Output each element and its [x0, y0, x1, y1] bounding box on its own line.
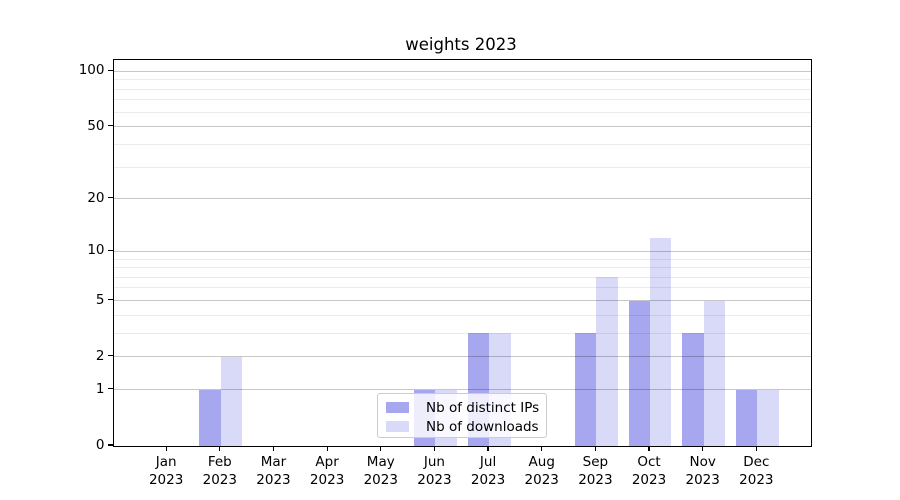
x-tick-label: Dec 2023	[739, 454, 774, 488]
x-tick	[380, 446, 382, 451]
gridline-major	[113, 250, 811, 252]
gridline-minor	[113, 332, 811, 334]
bar-distinct-ips	[628, 300, 651, 446]
gridline-minor	[113, 258, 811, 260]
y-tick-label: 20	[87, 189, 105, 206]
gridline-minor	[113, 166, 811, 168]
x-tick-label: Feb 2023	[202, 454, 237, 488]
chart-title: weights 2023	[405, 35, 517, 54]
y-tick-label: 2	[95, 347, 105, 364]
bar-downloads	[703, 300, 726, 446]
bar-downloads	[650, 237, 672, 446]
bar-distinct-ips	[199, 389, 221, 446]
gridline-minor	[113, 276, 811, 278]
legend-label-downloads: Nb of downloads	[426, 418, 539, 435]
y-tick-label: 100	[78, 62, 105, 79]
x-tick	[272, 446, 275, 451]
gridline-major	[113, 389, 811, 391]
plot-area	[112, 59, 812, 447]
gridline-minor	[113, 314, 811, 316]
legend-item-downloads: Nb of downloads	[386, 417, 546, 436]
legend-item-distinct-ips: Nb of distinct IPs	[386, 398, 546, 417]
legend-swatch-distinct-ips-icon	[386, 402, 409, 413]
y-tick-label: 0	[95, 437, 105, 453]
bar-downloads	[757, 389, 779, 446]
legend: Nb of distinct IPs Nb of downloads	[377, 393, 547, 438]
x-tick	[219, 446, 221, 451]
x-tick	[541, 446, 543, 451]
bar-distinct-ips	[574, 333, 597, 446]
x-tick-label: Apr 2023	[309, 454, 345, 488]
legend-swatch-downloads-icon	[386, 421, 409, 432]
x-tick	[702, 446, 704, 451]
x-tick-label: Aug 2023	[524, 454, 559, 488]
y-tick	[107, 444, 113, 446]
y-tick-label: 1	[95, 380, 105, 397]
gridline-minor	[113, 287, 811, 289]
gridline-minor	[113, 79, 811, 81]
gridline-major	[113, 126, 811, 128]
bar-downloads	[220, 356, 243, 446]
gridline-minor	[113, 111, 811, 113]
x-tick	[755, 446, 757, 451]
y-tick	[107, 298, 113, 301]
x-tick-label: Jun 2023	[417, 454, 452, 488]
gridline-major	[113, 198, 811, 200]
bar-distinct-ips	[735, 389, 758, 446]
x-tick-label: Jul 2023	[470, 454, 506, 488]
x-tick-label: Jan 2023	[148, 454, 184, 488]
x-tick	[487, 446, 489, 451]
y-tick	[107, 69, 113, 71]
y-tick-label: 50	[87, 117, 105, 134]
y-tick-label: 5	[95, 291, 105, 308]
gridline-major	[113, 356, 811, 358]
y-tick	[107, 197, 113, 199]
gridline-minor	[113, 267, 811, 269]
y-tick-label: 10	[87, 242, 105, 259]
x-tick	[648, 446, 650, 451]
x-tick-label: Mar 2023	[256, 454, 291, 488]
x-tick-label: Sep 2023	[578, 454, 613, 488]
y-tick	[107, 125, 113, 127]
x-tick	[326, 446, 328, 451]
y-tick	[107, 249, 113, 251]
legend-label-distinct-ips: Nb of distinct IPs	[426, 399, 540, 416]
gridline-minor	[113, 99, 811, 101]
x-tick	[433, 446, 435, 451]
gridline-major	[113, 300, 811, 301]
y-tick	[107, 355, 113, 357]
gridline-minor	[113, 88, 811, 90]
x-tick	[594, 446, 596, 451]
x-tick	[165, 446, 167, 451]
bar-distinct-ips	[682, 333, 704, 446]
gridline-minor	[113, 143, 811, 145]
x-tick-label: Oct 2023	[631, 454, 667, 488]
x-tick-label: May 2023	[363, 454, 398, 488]
y-tick	[107, 388, 113, 390]
gridline-major	[113, 70, 811, 72]
bar-downloads	[596, 277, 618, 446]
x-tick-label: Nov 2023	[685, 454, 720, 488]
